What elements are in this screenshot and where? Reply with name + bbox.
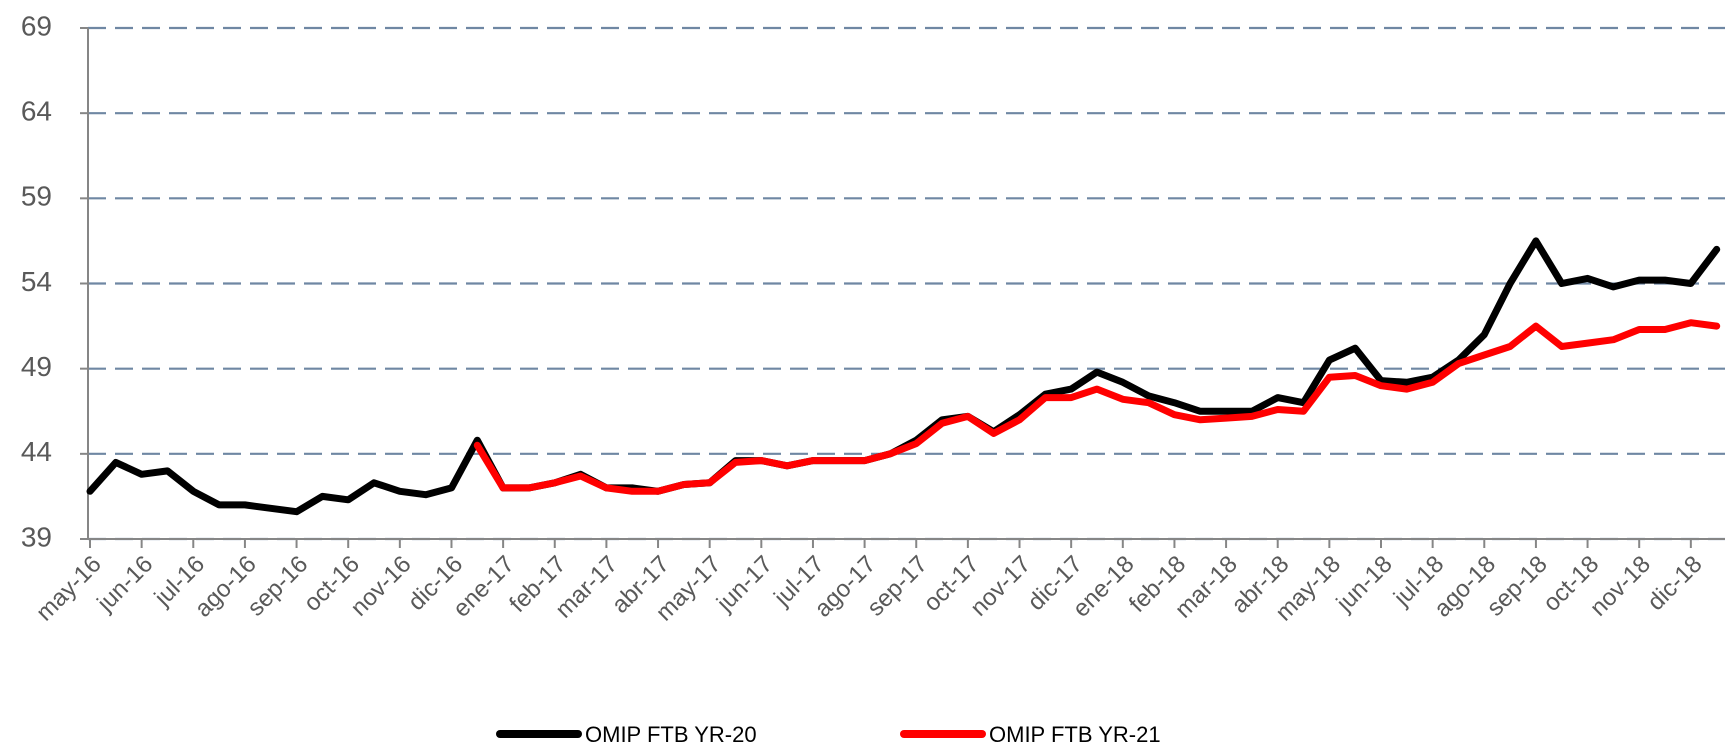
x-tick-label: jun-18 bbox=[1331, 551, 1398, 618]
legend-label: OMIP FTB YR-20 bbox=[585, 722, 757, 747]
legend-item: OMIP FTB YR-21 bbox=[900, 722, 1161, 747]
y-tick-label: 39 bbox=[21, 521, 52, 552]
x-tick-label: jun-16 bbox=[91, 551, 158, 618]
legend-label: OMIP FTB YR-21 bbox=[989, 722, 1161, 747]
y-tick-label: 64 bbox=[21, 96, 52, 127]
x-tick-label: may-16 bbox=[31, 551, 107, 627]
y-tick-label: 44 bbox=[21, 436, 52, 467]
x-tick-label: jun-17 bbox=[711, 551, 778, 618]
x-tick-label: dic-18 bbox=[1642, 551, 1707, 616]
y-tick-label: 59 bbox=[21, 181, 52, 212]
y-tick-label: 69 bbox=[21, 10, 52, 41]
y-tick-label: 54 bbox=[21, 266, 52, 297]
series-line bbox=[86, 237, 1721, 516]
series-line bbox=[473, 319, 1721, 495]
legend-item: OMIP FTB YR-20 bbox=[496, 722, 757, 747]
y-tick-label: 49 bbox=[21, 351, 52, 382]
